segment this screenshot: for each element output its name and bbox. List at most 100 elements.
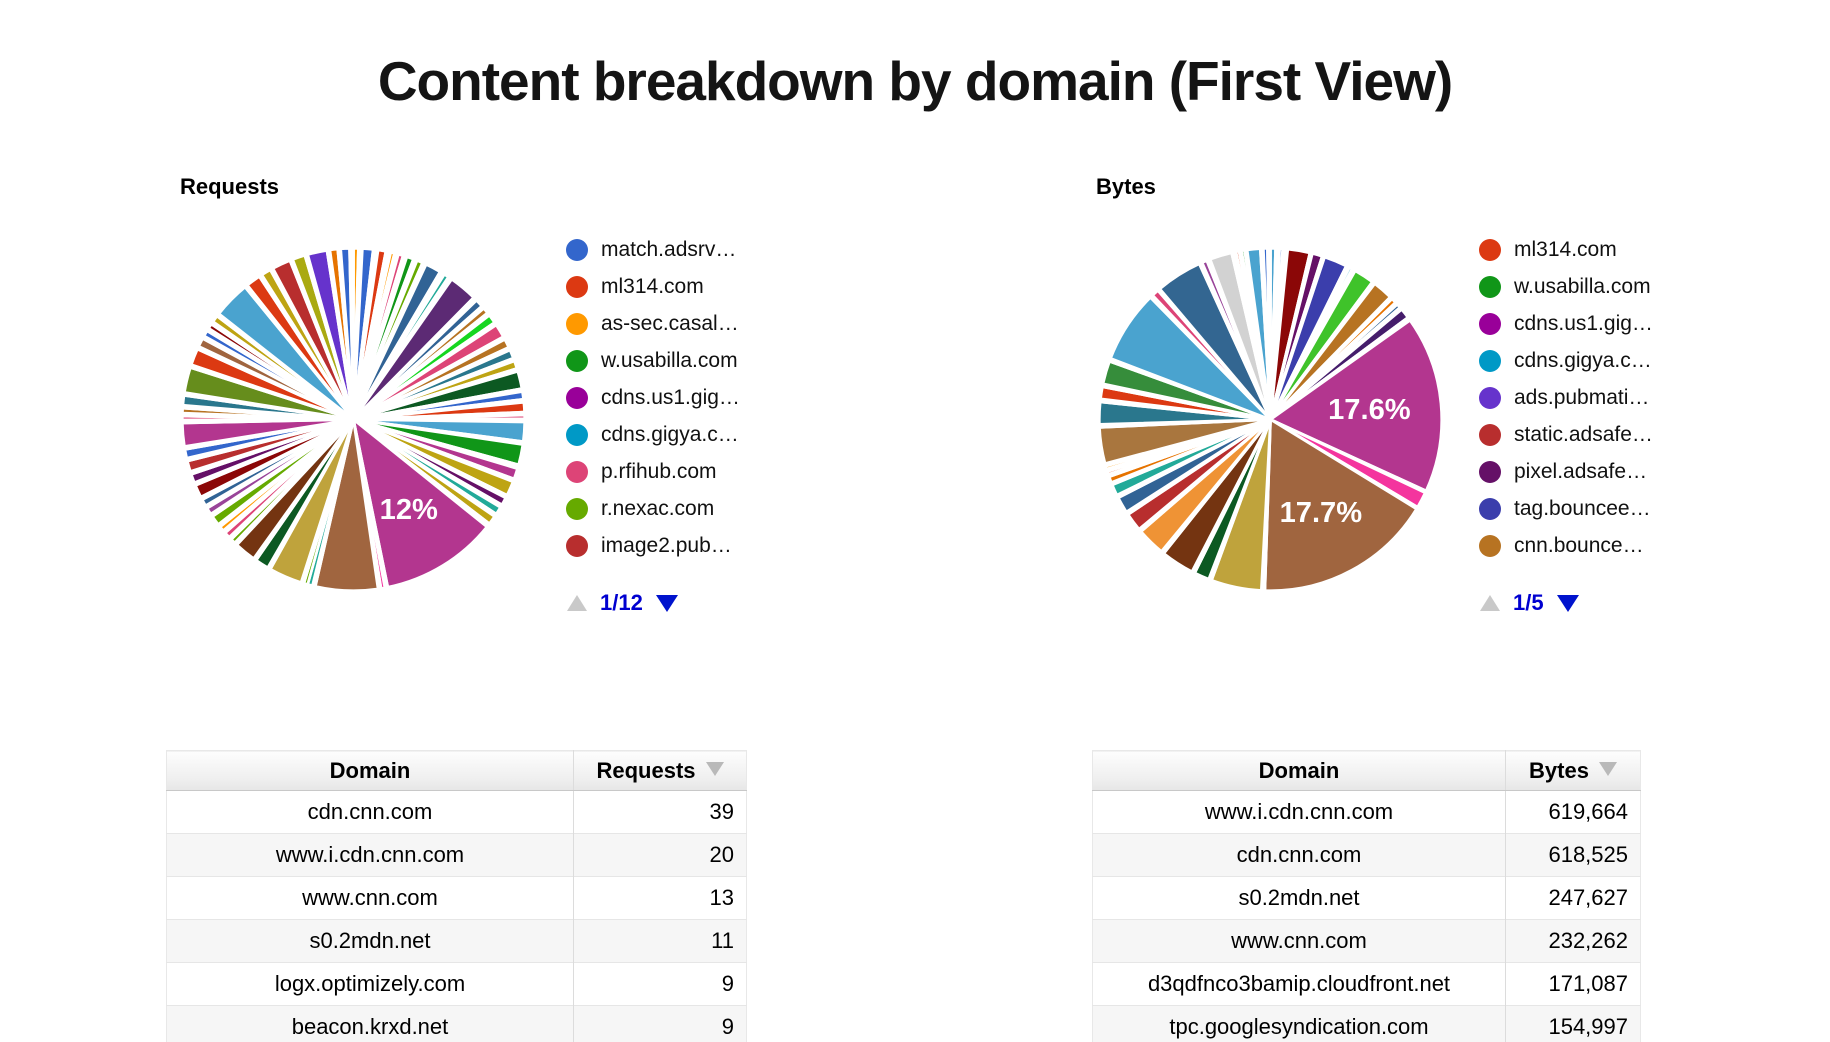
legend-label: cdns.us1.gig… (601, 385, 740, 409)
requests-table-header-domain[interactable]: Domain (166, 750, 574, 791)
legend-item[interactable]: image2.pub… (566, 527, 740, 564)
domain-cell: www.i.cdn.cnn.com (166, 833, 574, 877)
legend-item[interactable]: ml314.com (566, 268, 740, 305)
legend-swatch-icon (566, 386, 588, 409)
domain-cell: s0.2mdn.net (166, 919, 574, 963)
table-row: s0.2mdn.net 247,627 (1092, 876, 1641, 920)
legend-swatch-icon (566, 460, 588, 483)
value-cell: 9 (573, 962, 747, 1006)
table-header-row: Domain Requests (166, 750, 747, 791)
legend-item[interactable]: w.usabilla.com (1479, 268, 1653, 305)
legend-item[interactable]: match.adsrv… (566, 231, 740, 268)
legend-item[interactable]: cdns.gigya.c… (1479, 342, 1653, 379)
pie-slice[interactable] (351, 416, 489, 589)
table-row: logx.optimizely.com 9 (166, 962, 747, 1006)
legend-label: pixel.adsafe… (1514, 459, 1648, 483)
pie-slice[interactable] (348, 246, 355, 420)
table-row: cdn.cnn.com 618,525 (1092, 833, 1641, 877)
bytes-table-header-domain[interactable]: Domain (1092, 750, 1506, 791)
value-cell: 154,997 (1505, 1005, 1641, 1042)
value-cell: 39 (573, 790, 747, 834)
pie-slice[interactable] (1266, 246, 1272, 420)
domain-cell: www.cnn.com (1092, 919, 1506, 963)
legend-label: p.rfihub.com (601, 459, 717, 483)
legend-swatch-icon (1479, 497, 1501, 520)
table-row: www.i.cdn.cnn.com 619,664 (1092, 790, 1641, 834)
legend-page-up-icon[interactable] (567, 595, 587, 611)
legend-swatch-icon (566, 497, 588, 520)
legend-swatch-icon (566, 349, 588, 372)
requests-legend-pager: 1/12 (567, 590, 678, 616)
legend-page-up-icon[interactable] (1480, 595, 1500, 611)
table-row: www.cnn.com 232,262 (1092, 919, 1641, 963)
sort-descending-icon (1598, 761, 1617, 776)
domain-cell: logx.optimizely.com (166, 962, 574, 1006)
pie-percent-label: 12% (380, 494, 438, 526)
column-header-label: Bytes (1529, 757, 1589, 783)
legend-item[interactable]: cdns.us1.gig… (1479, 305, 1653, 342)
table-header-row: Domain Bytes (1092, 750, 1641, 791)
domain-cell: cdn.cnn.com (166, 790, 574, 834)
column-header-label: Requests (596, 757, 696, 783)
legend-label: tag.bouncee… (1514, 496, 1651, 520)
legend-label: cdns.us1.gig… (1514, 311, 1653, 335)
column-header-label: Domain (1258, 757, 1340, 783)
pie-slice[interactable] (1263, 417, 1419, 593)
legend-item[interactable]: r.nexac.com (566, 490, 740, 527)
legend-label: as-sec.casal… (601, 311, 739, 335)
pie-slice[interactable] (1267, 318, 1444, 493)
bytes-chart-title: Bytes (1096, 174, 1156, 199)
legend-item[interactable]: ml314.com (1479, 231, 1653, 268)
legend-swatch-icon (1479, 275, 1501, 298)
legend-label: match.adsrv… (601, 237, 737, 261)
page-title: Content breakdown by domain (First View) (377, 49, 1453, 112)
domain-cell: beacon.krxd.net (166, 1005, 574, 1042)
legend-label: r.nexac.com (601, 496, 715, 520)
legend-page-down-icon[interactable] (655, 594, 678, 612)
pie-percent-label: 17.6% (1328, 394, 1411, 426)
table-row: www.cnn.com 13 (166, 876, 747, 920)
legend-swatch-icon (1479, 423, 1501, 446)
legend-item[interactable]: pixel.adsafe… (1479, 453, 1653, 490)
domain-cell: d3qdfnco3bamip.cloudfront.net (1092, 962, 1506, 1006)
value-cell: 13 (573, 876, 747, 920)
legend-item[interactable]: w.usabilla.com (566, 342, 740, 379)
legend-label: cdns.gigya.c… (601, 422, 739, 446)
legend-item[interactable]: cnn.bounce… (1479, 527, 1653, 564)
legend-page-down-icon[interactable] (1556, 594, 1579, 612)
requests-table: Domain Requests cdn.cnn.com 39 www.i.cdn.c… (166, 750, 747, 1042)
legend-label: ml314.com (1514, 237, 1617, 261)
legend-item[interactable]: as-sec.casal… (566, 305, 740, 342)
legend-item[interactable]: cdns.gigya.c… (566, 416, 740, 453)
value-cell: 11 (573, 919, 747, 963)
legend-item[interactable]: static.adsafe… (1479, 416, 1653, 453)
legend-item[interactable]: tag.bouncee… (1479, 490, 1653, 527)
legend-label: image2.pub… (601, 533, 732, 557)
requests-pie-chart: 12% (180, 246, 527, 593)
bytes-legend-pager: 1/5 (1480, 590, 1579, 616)
legend-page-indicator: 1/5 (1513, 590, 1544, 615)
bytes-legend: ml314.com w.usabilla.com cdns.us1.gig… cdns… (1479, 231, 1653, 564)
requests-table-header-requests[interactable]: Requests (573, 750, 747, 791)
value-cell: 20 (573, 833, 747, 877)
domain-cell: www.cnn.com (166, 876, 574, 920)
legend-item[interactable]: cdns.us1.gig… (566, 379, 740, 416)
table-row: beacon.krxd.net 9 (166, 1005, 747, 1042)
table-row: s0.2mdn.net 11 (166, 919, 747, 963)
domain-cell: cdn.cnn.com (1092, 833, 1506, 877)
value-cell: 9 (573, 1005, 747, 1042)
domain-cell: www.i.cdn.cnn.com (1092, 790, 1506, 834)
legend-item[interactable]: ads.pubmati… (1479, 379, 1653, 416)
sort-descending-icon (705, 761, 724, 776)
domain-cell: s0.2mdn.net (1092, 876, 1506, 920)
legend-swatch-icon (566, 423, 588, 446)
legend-swatch-icon (1479, 460, 1501, 483)
value-cell: 247,627 (1505, 876, 1641, 920)
legend-page-indicator: 1/12 (600, 590, 643, 615)
bytes-table: Domain Bytes www.i.cdn.cnn.com 619,664 cdn… (1092, 750, 1641, 1042)
legend-label: static.adsafe… (1514, 422, 1653, 446)
legend-item[interactable]: p.rfihub.com (566, 453, 740, 490)
legend-swatch-icon (1479, 312, 1501, 335)
legend-swatch-icon (566, 312, 588, 335)
bytes-table-header-bytes[interactable]: Bytes (1505, 750, 1641, 791)
